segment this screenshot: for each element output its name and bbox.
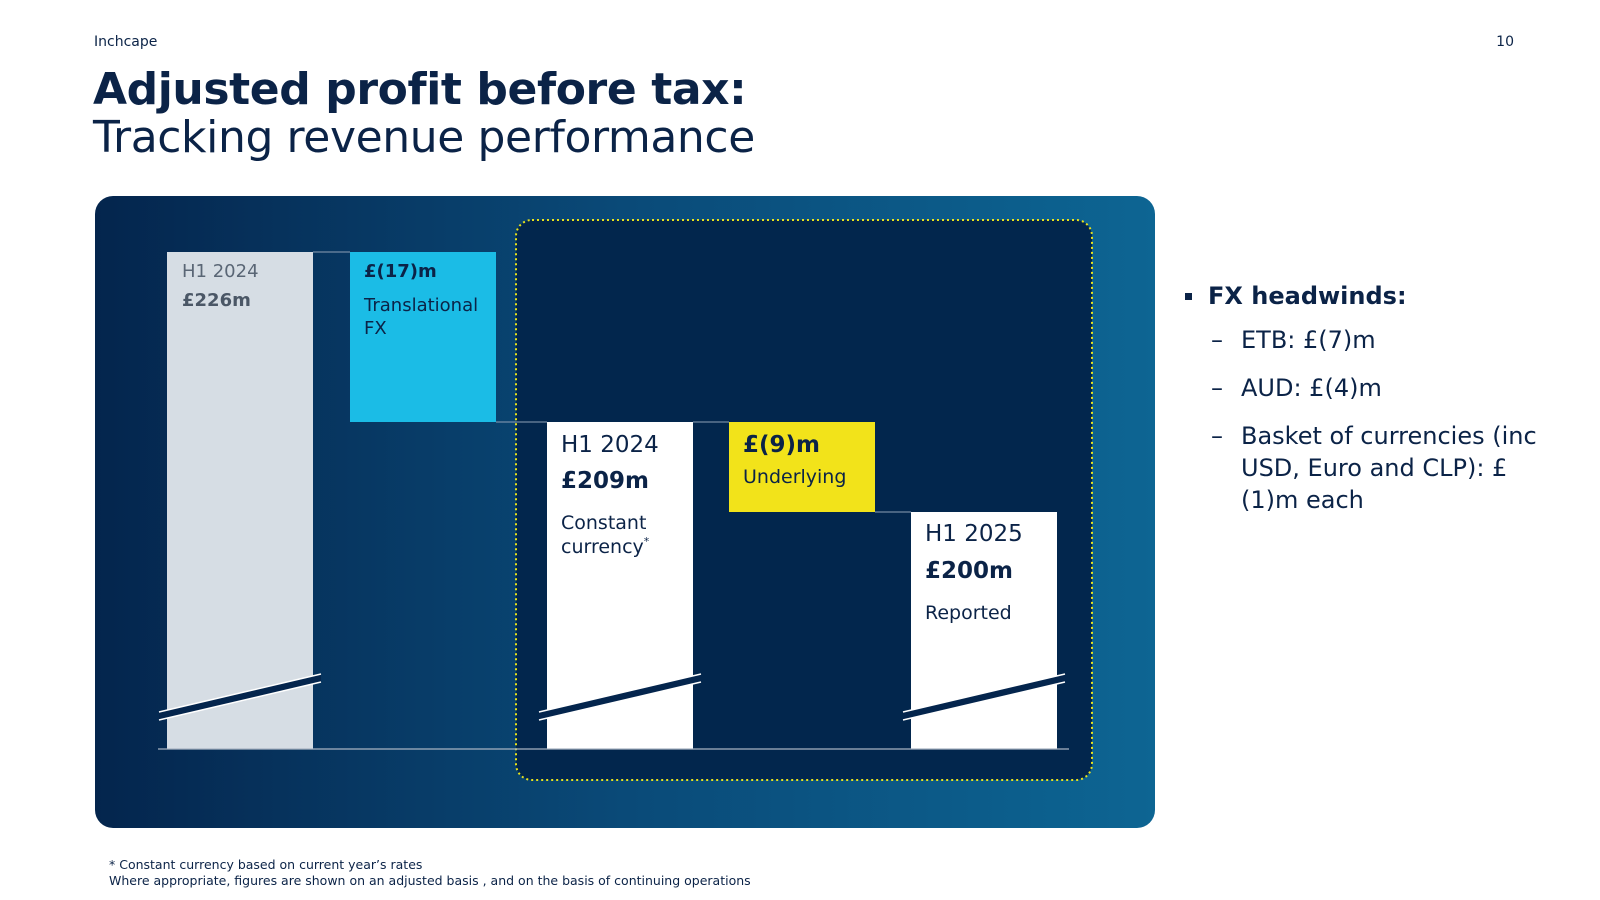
bar-label-description: Constant — [561, 512, 646, 534]
bar-translational-fx — [350, 252, 496, 422]
list-item: – ETB: £(7)m — [1211, 324, 1541, 356]
dash-icon: – — [1211, 422, 1223, 450]
page-number: 10 — [1496, 34, 1514, 50]
bar-label-period: H1 2025 — [925, 521, 1023, 547]
axis-break-mark — [538, 673, 702, 721]
bar-underlying — [729, 422, 875, 512]
brand-name: Inchcape — [94, 34, 158, 50]
axis-break-line — [158, 681, 322, 721]
bar-label-description: Reported — [925, 602, 1012, 624]
axis-break-line — [538, 673, 702, 713]
dash-icon: – — [1211, 374, 1223, 402]
axis-break-mark — [902, 673, 1066, 721]
dash-icon: – — [1211, 326, 1223, 354]
bullet-heading-text: FX headwinds: — [1208, 282, 1407, 310]
bar-label-description-text: currency — [561, 536, 644, 558]
axis-break-line — [902, 681, 1066, 721]
data-label: £209m — [561, 468, 649, 494]
list-item: – AUD: £(4)m — [1211, 372, 1541, 404]
bar-label-period: H1 2024 — [182, 261, 259, 282]
footnote-line: * Constant currency based on current yea… — [109, 857, 423, 872]
fx-headwinds-list: FX headwinds: – ETB: £(7)m – AUD: £(4)m … — [1185, 282, 1565, 532]
axis-break-band — [903, 674, 1065, 720]
list-item: – Basket of currencies (inc USD, Euro an… — [1211, 420, 1541, 516]
bar-label-description: FX — [364, 318, 387, 339]
list-item-text: ETB: £(7)m — [1241, 326, 1376, 354]
axis-break-band — [159, 674, 321, 720]
waterfall-chart: H1 2024 £226m £(17)m Translational FX H1… — [158, 219, 1093, 781]
axis-break-line — [902, 673, 1066, 713]
chart-panel: H1 2024 £226m £(17)m Translational FX H1… — [95, 196, 1155, 828]
footnotes: * Constant currency based on current yea… — [109, 857, 751, 889]
data-label: £(9)m — [743, 432, 820, 458]
list-item-text: AUD: £(4)m — [1241, 374, 1382, 402]
axis-break-band — [539, 674, 701, 720]
page-title: Adjusted profit before tax: — [93, 64, 747, 115]
footnote-line: Where appropriate, figures are shown on … — [109, 873, 751, 888]
axis-break-line — [158, 673, 322, 713]
data-label: £200m — [925, 558, 1013, 584]
bar-h1-2024 — [167, 252, 313, 749]
axis-break-mark — [158, 673, 322, 721]
bullet-heading: FX headwinds: — [1185, 282, 1565, 310]
footnote-marker: * — [644, 535, 650, 548]
data-label: £226m — [182, 290, 251, 311]
list-item-text: Basket of currencies (inc USD, Euro and … — [1241, 422, 1537, 514]
bar-label-period: H1 2024 — [561, 432, 659, 458]
bar-label-description: Translational — [363, 295, 478, 316]
axis-break-line — [538, 681, 702, 721]
square-bullet-icon — [1185, 293, 1192, 300]
data-label: £(17)m — [364, 261, 437, 282]
bar-label-description: Underlying — [743, 466, 846, 488]
bar-label-description: currency* — [561, 535, 650, 558]
page-subtitle: Tracking revenue performance — [93, 112, 755, 163]
